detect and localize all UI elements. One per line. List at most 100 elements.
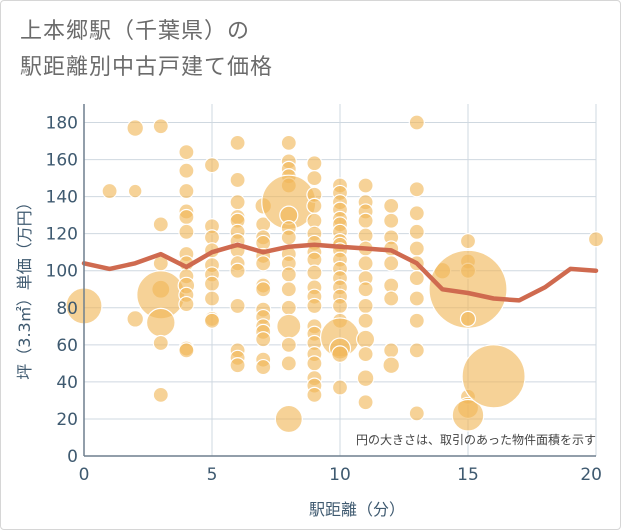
data-bubble bbox=[229, 134, 246, 152]
data-bubble bbox=[280, 266, 297, 283]
data-bubble bbox=[357, 177, 374, 194]
y-tick-label: 20 bbox=[56, 410, 78, 430]
data-bubble bbox=[306, 297, 323, 315]
data-bubble bbox=[255, 358, 272, 376]
data-bubble bbox=[383, 197, 400, 214]
x-tick-label: 20 bbox=[580, 465, 602, 485]
data-bubble bbox=[203, 157, 221, 174]
data-bubble bbox=[383, 255, 400, 272]
data-bubble bbox=[408, 312, 425, 329]
data-bubble bbox=[280, 134, 297, 152]
x-tick-label: 0 bbox=[79, 465, 90, 485]
data-bubble bbox=[203, 312, 221, 329]
axes: 0 20 40 60 80 100 120 140 160 180 0 5 10 15 20 bbox=[46, 104, 602, 485]
data-bubble bbox=[255, 281, 272, 298]
average-price-line bbox=[81, 242, 599, 303]
bubble-layer bbox=[65, 114, 605, 434]
data-bubble bbox=[459, 232, 477, 250]
x-axis-label: 駅距離（分） bbox=[309, 500, 405, 519]
y-tick-label: 120 bbox=[46, 225, 78, 245]
data-bubble bbox=[356, 329, 376, 349]
data-bubble bbox=[306, 170, 323, 187]
data-bubble bbox=[255, 331, 272, 348]
data-bubble bbox=[408, 181, 425, 198]
data-bubble bbox=[178, 182, 195, 200]
data-bubble bbox=[408, 270, 425, 287]
data-bubble bbox=[126, 119, 145, 137]
chart-title-line1: 上本郷駅（千葉県）の bbox=[20, 19, 251, 44]
x-tick-label: 5 bbox=[207, 465, 218, 485]
data-bubble bbox=[126, 310, 145, 328]
data-bubble bbox=[587, 231, 605, 248]
data-bubble bbox=[280, 355, 297, 372]
trend-line-layer bbox=[81, 242, 599, 303]
data-bubble bbox=[145, 307, 176, 338]
data-bubble bbox=[152, 118, 169, 135]
data-bubble bbox=[383, 290, 400, 307]
chart-title-line2: 駅距離別中古戸建て価格 bbox=[20, 55, 274, 80]
x-tick-label: 15 bbox=[457, 465, 479, 485]
data-bubble bbox=[357, 255, 374, 272]
data-bubble bbox=[152, 386, 169, 403]
data-bubble bbox=[408, 223, 425, 240]
data-bubble bbox=[178, 162, 195, 179]
data-bubble bbox=[331, 345, 349, 363]
data-bubble bbox=[229, 171, 246, 189]
data-bubble bbox=[459, 310, 477, 328]
data-bubble bbox=[178, 295, 195, 313]
data-bubble bbox=[357, 212, 374, 229]
y-tick-label: 180 bbox=[46, 114, 78, 134]
data-bubble bbox=[152, 216, 169, 233]
data-bubble bbox=[331, 297, 349, 315]
data-bubble bbox=[178, 208, 195, 226]
data-bubble bbox=[178, 144, 195, 161]
x-tick-label: 10 bbox=[329, 465, 351, 485]
data-bubble bbox=[356, 369, 375, 388]
data-bubble bbox=[383, 342, 400, 359]
data-bubble bbox=[357, 297, 374, 315]
data-bubble bbox=[408, 290, 425, 307]
y-tick-label: 100 bbox=[46, 262, 78, 282]
y-tick-label: 80 bbox=[56, 299, 78, 319]
data-bubble bbox=[127, 183, 143, 199]
chart-title: 上本郷駅（千葉県）の 駅距離別中古戸建て価格 bbox=[20, 14, 273, 86]
data-bubble bbox=[306, 197, 323, 214]
data-bubble bbox=[152, 334, 169, 352]
data-bubble bbox=[274, 404, 303, 434]
data-bubble bbox=[203, 275, 221, 292]
data-bubble bbox=[357, 312, 374, 329]
data-bubble bbox=[178, 342, 195, 359]
y-tick-label: 40 bbox=[56, 373, 78, 393]
y-tick-label: 60 bbox=[56, 336, 78, 356]
data-bubble bbox=[229, 194, 246, 211]
data-bubble bbox=[203, 290, 221, 307]
data-bubble bbox=[229, 262, 246, 279]
y-tick-label: 160 bbox=[46, 151, 78, 171]
data-bubble bbox=[306, 155, 323, 172]
data-bubble bbox=[408, 240, 425, 257]
data-bubble bbox=[276, 313, 302, 339]
data-bubble bbox=[383, 212, 400, 229]
data-bubble bbox=[461, 344, 526, 409]
y-tick-label: 140 bbox=[46, 188, 78, 208]
y-axis-label: 坪（3.3㎡）単価（万円） bbox=[15, 194, 34, 379]
y-tick-label: 0 bbox=[67, 447, 78, 467]
data-bubble bbox=[101, 182, 118, 200]
data-bubble bbox=[306, 386, 323, 403]
data-bubble bbox=[229, 357, 246, 374]
data-bubble bbox=[229, 297, 246, 315]
data-bubble bbox=[428, 249, 508, 329]
data-bubble bbox=[306, 355, 323, 372]
data-bubble bbox=[451, 398, 485, 432]
data-bubble bbox=[357, 346, 374, 363]
data-bubble bbox=[408, 342, 425, 359]
chart-annotation: 円の大きさは、取引のあった物件面積を示す bbox=[356, 432, 596, 447]
data-bubble bbox=[280, 229, 297, 246]
data-bubble bbox=[255, 255, 272, 272]
data-bubble bbox=[178, 223, 195, 240]
data-bubble bbox=[357, 394, 374, 411]
data-bubble bbox=[331, 379, 349, 396]
data-bubble bbox=[408, 205, 425, 222]
data-bubble bbox=[357, 281, 374, 298]
